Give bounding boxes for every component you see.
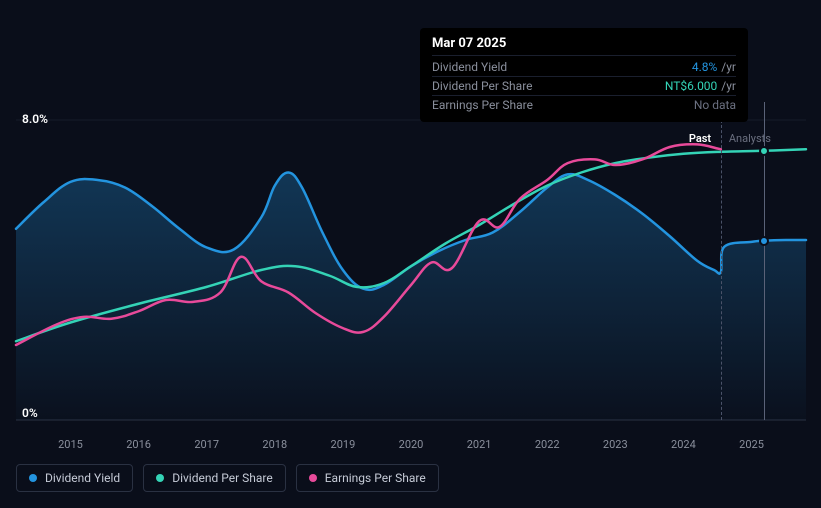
x-tick-label: 2022 — [535, 438, 560, 451]
legend-item-earnings_per_share[interactable]: Earnings Per Share — [296, 464, 439, 492]
x-tick-label: 2025 — [739, 438, 764, 451]
legend-item-dividend_yield[interactable]: Dividend Yield — [16, 464, 133, 492]
dividend_yield-marker — [759, 236, 769, 246]
legend-dot-icon — [309, 474, 317, 482]
tooltip-value: 4.8%/yr — [692, 60, 736, 74]
tooltip-key: Dividend Yield — [432, 60, 507, 74]
x-tick-label: 2023 — [603, 438, 628, 451]
tooltip-key: Dividend Per Share — [432, 79, 533, 93]
x-tick-label: 2019 — [331, 438, 356, 451]
dividend_per_share-marker — [759, 146, 769, 156]
past-label: Past — [689, 132, 711, 145]
y-tick-label: 8.0% — [22, 112, 48, 126]
x-tick-label: 2016 — [126, 438, 151, 451]
x-tick-label: 2017 — [194, 438, 219, 451]
tooltip-row: Earnings Per Share No data — [432, 95, 736, 114]
x-tick-label: 2021 — [467, 438, 492, 451]
tooltip-value: NT$6.000/yr — [665, 79, 736, 93]
x-tick-label: 2020 — [399, 438, 424, 451]
tooltip-row: Dividend Per Share NT$6.000/yr — [432, 76, 736, 95]
past-divider-line — [721, 120, 722, 420]
chart-tooltip: Mar 07 2025 Dividend Yield4.8%/yrDividen… — [420, 28, 748, 122]
legend-label: Dividend Yield — [45, 471, 120, 485]
x-tick-label: 2024 — [671, 438, 696, 451]
x-tick-label: 2018 — [262, 438, 287, 451]
dividend-chart: 0% 8.0% 2015 2016 2017 2018 2019 2020 2021 2022 2… — [0, 0, 821, 508]
x-tick-label: 2015 — [58, 438, 83, 451]
y-tick-label: 0% — [22, 406, 38, 420]
legend-label: Dividend Per Share — [172, 471, 273, 485]
tooltip-key: Earnings Per Share — [432, 98, 533, 112]
tooltip-value: No data — [694, 98, 736, 112]
tooltip-row: Dividend Yield 4.8%/yr — [432, 55, 736, 76]
legend-label: Earnings Per Share — [325, 471, 426, 485]
chart-legend: Dividend Yield Dividend Per Share Earnings… — [16, 464, 439, 492]
legend-dot-icon — [156, 474, 164, 482]
legend-item-dividend_per_share[interactable]: Dividend Per Share — [143, 464, 286, 492]
tooltip-date: Mar 07 2025 — [432, 36, 736, 51]
legend-dot-icon — [29, 474, 37, 482]
